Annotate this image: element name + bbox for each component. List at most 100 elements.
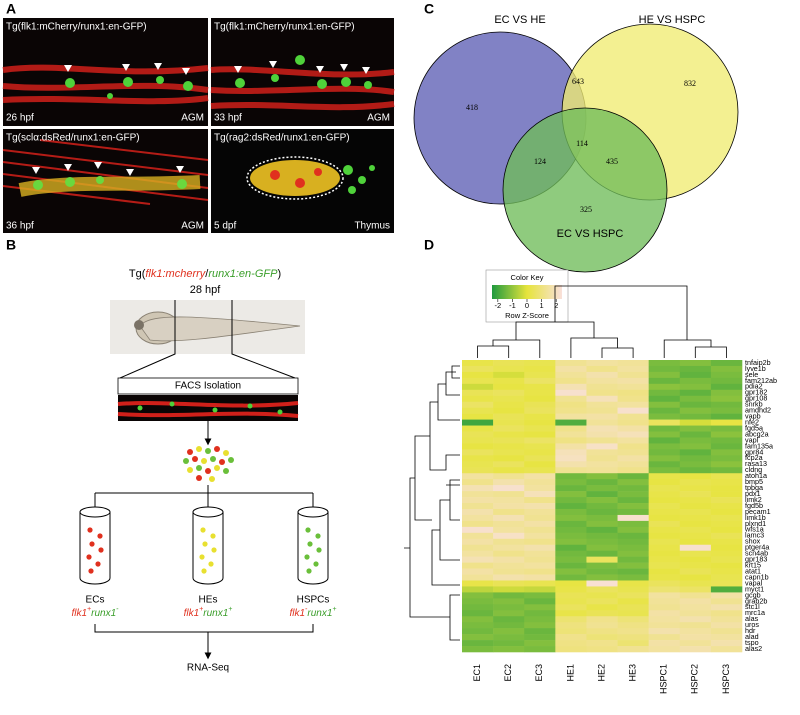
heatmap-cell — [555, 562, 587, 569]
heatmap-cell — [524, 514, 556, 522]
heatmap-cell — [617, 365, 649, 373]
heatmap-cell — [524, 508, 556, 516]
heatmap-cell — [617, 485, 649, 492]
heatmap-cell — [493, 401, 525, 408]
gene-label: tspo — [745, 638, 759, 647]
panel-label: A — [6, 1, 16, 17]
heatmap-cell — [524, 628, 556, 635]
heatmap-cell — [462, 634, 494, 641]
heatmap-cell — [617, 497, 649, 504]
heatmap-cell — [679, 526, 712, 534]
heatmap-cell — [493, 425, 525, 432]
heatmap-cell — [524, 449, 556, 456]
heatmap-cell — [617, 425, 649, 432]
heatmap-cell — [493, 455, 525, 462]
heatmap-cell — [648, 455, 681, 462]
heatmap-cell — [524, 467, 556, 474]
heatmap-cell — [524, 461, 556, 468]
heatmap-cell — [710, 646, 743, 653]
heatmap-cell — [648, 646, 681, 653]
group-labels: ECsflk1+runx1-HEsflk1+runx1+HSPCsflk1-ru… — [71, 595, 336, 619]
heatmap-cell — [617, 562, 649, 569]
heatmap-cell — [462, 461, 494, 468]
gene-label: gpr182 — [745, 388, 767, 397]
genotype-sign: + — [87, 606, 91, 613]
heatmap-cell — [524, 532, 556, 540]
heatmap-cell — [679, 508, 712, 516]
heatmap-cell — [493, 538, 525, 546]
genotype-sign: - — [116, 606, 119, 613]
heatmap-cell — [710, 431, 743, 438]
heatmap-cell — [555, 556, 587, 563]
heatmap-cell — [648, 508, 681, 516]
heatmap-cell — [617, 568, 649, 575]
gene-label: shox — [745, 537, 761, 546]
heatmap-cell — [617, 538, 649, 546]
heatmap-cell — [524, 407, 556, 414]
gene-label: gpr108 — [745, 394, 767, 403]
heatmap-cell — [555, 508, 587, 516]
step-box — [117, 377, 299, 395]
heatmap-cell — [524, 604, 556, 611]
heatmap-cell — [462, 538, 494, 546]
heatmap-cell — [710, 604, 743, 611]
heatmap-cell — [679, 520, 712, 528]
heatmap-cell — [493, 604, 525, 611]
heatmap-cell — [493, 574, 525, 581]
heatmap-cell — [679, 360, 712, 367]
heatmap-cell — [493, 491, 525, 498]
heatmap-cell — [710, 503, 743, 510]
heatmap-cell — [617, 419, 649, 426]
heatmap-cell — [524, 371, 556, 379]
heatmap-cell — [679, 437, 712, 444]
title-part: runx1:en-GFP — [208, 268, 278, 280]
column-label: EC3 — [534, 664, 544, 682]
heatmap-cell — [524, 538, 556, 546]
heatmap-cell — [524, 437, 556, 444]
heatmap-cell — [555, 395, 587, 403]
heatmap-cell — [462, 508, 494, 516]
heatmap-cell — [648, 437, 681, 444]
heatmap-cell — [524, 610, 556, 617]
heatmap-cell — [493, 479, 525, 486]
gene-label: scn4ab — [745, 549, 768, 558]
heatmap-cell — [617, 634, 649, 641]
heatmap-cell — [493, 580, 525, 587]
heatmap-cell — [493, 628, 525, 635]
venn-set-label: EC VS HE — [494, 14, 545, 26]
heatmap-cell — [493, 437, 525, 444]
heatmap-cell — [586, 646, 618, 653]
heatmap-cell — [710, 550, 743, 557]
stage: 28 hpf — [190, 284, 222, 296]
gene-label: sele — [745, 370, 758, 379]
genotype-gene: runx1 — [91, 608, 116, 619]
heatmap-cell — [555, 383, 587, 391]
heatmap-cell — [524, 431, 556, 438]
heatmap-cell — [648, 616, 681, 623]
heatmap-cell — [555, 646, 587, 653]
heatmap-cell — [679, 479, 712, 486]
gene-label: atat1 — [745, 566, 761, 575]
heatmap-cell — [586, 628, 618, 635]
heatmap-cell — [648, 538, 681, 546]
heatmap-cell — [679, 371, 712, 379]
heatmap-cell — [710, 360, 743, 367]
branch-lines — [94, 485, 314, 507]
heatmap-cell — [679, 580, 712, 587]
heatmap-cell — [493, 592, 525, 599]
heatmap-cell — [462, 455, 494, 462]
venn-count: 418 — [466, 103, 478, 112]
heatmap-cell — [524, 413, 556, 420]
heatmap-cell — [555, 532, 587, 540]
title-part: ) — [277, 268, 281, 280]
heatmap-cell — [493, 371, 525, 379]
heatmap-cell — [462, 371, 494, 379]
heatmap-cell — [617, 520, 649, 528]
heatmap-cell — [493, 634, 525, 641]
heatmap-cell — [493, 598, 525, 605]
column-label: HE3 — [627, 664, 637, 682]
heatmap-cell — [586, 437, 618, 444]
heatmap-cell — [555, 473, 587, 480]
heatmap-cell — [710, 437, 743, 444]
heatmap-cell — [679, 455, 712, 462]
